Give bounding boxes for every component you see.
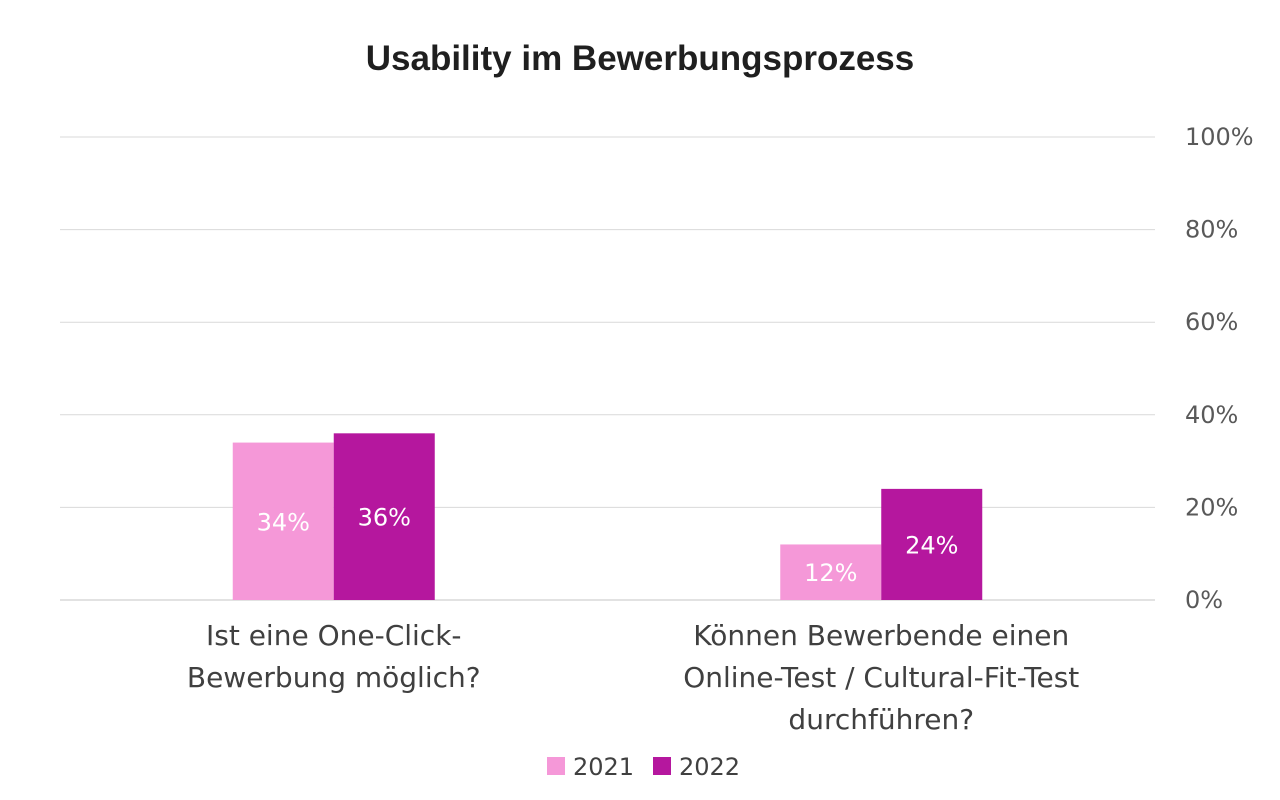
y-tick-label: 0% bbox=[1185, 586, 1223, 614]
legend: 2021 2022 bbox=[547, 753, 740, 781]
bar-2022-2 bbox=[881, 488, 983, 600]
bar-2021-2 bbox=[780, 544, 882, 600]
y-tick-label: 60% bbox=[1185, 308, 1238, 336]
labels-layer: 34% 36% Ist eine One-Click-Bewerbung mögli… bbox=[187, 504, 1079, 736]
y-tick-label: 80% bbox=[1185, 216, 1238, 244]
bar-2021-1 bbox=[232, 442, 334, 600]
y-tick-label: 100% bbox=[1185, 123, 1254, 151]
category-label: Ist eine One-Click-Bewerbung möglich? bbox=[187, 619, 481, 694]
data-label: 24% bbox=[905, 531, 958, 559]
legend-swatch-2021 bbox=[547, 757, 565, 775]
y-tick-label: 20% bbox=[1185, 493, 1238, 521]
data-label: 34% bbox=[257, 508, 310, 536]
bar-2022-1 bbox=[333, 433, 435, 600]
chart-title: Usability im Bewerbungsprozess bbox=[366, 39, 914, 78]
category-label: Können Bewerbende einen Online-Test / Cul… bbox=[683, 619, 1079, 736]
data-label: 12% bbox=[804, 559, 857, 587]
grid-layer: 0% 20% 40% 60% 80% 100% bbox=[60, 123, 1254, 614]
legend-label: 2021 bbox=[573, 753, 634, 781]
legend-swatch-2022 bbox=[653, 757, 671, 775]
bars-layer bbox=[232, 433, 983, 600]
data-label: 36% bbox=[358, 504, 411, 532]
y-tick-label: 40% bbox=[1185, 401, 1238, 429]
legend-label: 2022 bbox=[679, 753, 740, 781]
